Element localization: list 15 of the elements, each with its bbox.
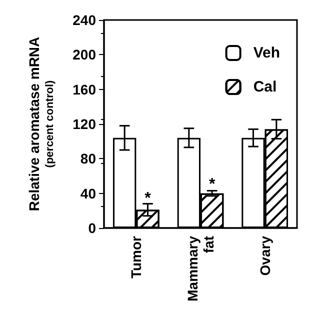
annotation: * — [208, 176, 216, 194]
legend-label: Cal — [253, 78, 277, 96]
y-tick-label: 240 — [72, 12, 96, 28]
x-tick-label: Mammary fat — [184, 236, 216, 302]
y-tick-label: 0 — [88, 220, 96, 236]
y-tick-label: 40 — [80, 185, 96, 202]
y-axis-title: Relative aromatase mRNA (percent control) — [26, 36, 56, 212]
y-tick-label: 80 — [80, 150, 96, 167]
annotation: * — [144, 190, 152, 208]
y-tick-label: 200 — [72, 46, 96, 63]
y-tick-label: 120 — [72, 116, 96, 132]
x-tick-label: Ovary — [256, 236, 273, 276]
legend-label: Veh — [253, 44, 280, 62]
y-tick-label: 160 — [72, 81, 96, 98]
x-tick-label: Tumor — [128, 235, 144, 279]
